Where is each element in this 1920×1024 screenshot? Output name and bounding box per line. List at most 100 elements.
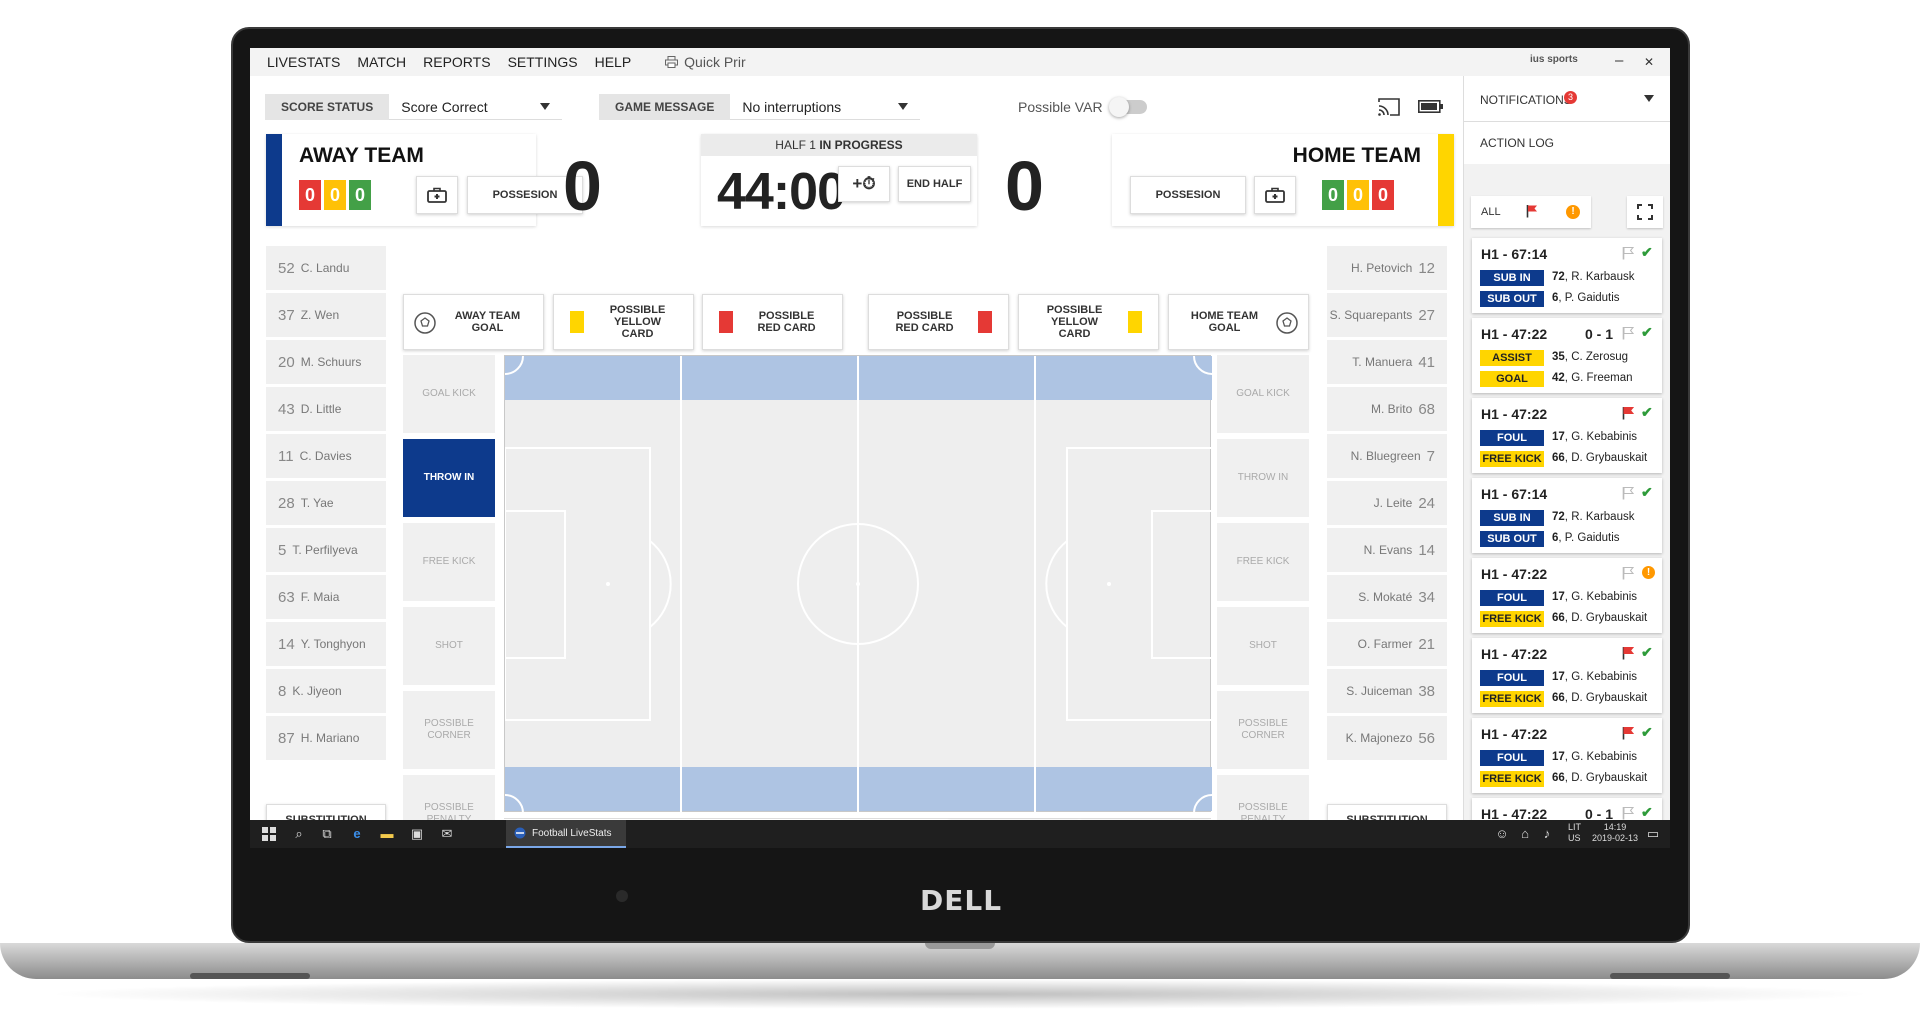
home-player-item[interactable]: N. Bluegreen 7 — [1327, 434, 1447, 478]
volume-icon[interactable]: ♪ — [1543, 826, 1551, 841]
away-player-item[interactable]: 87 H. Mariano — [266, 716, 386, 760]
flag-icon[interactable] — [1622, 566, 1634, 580]
taskbar-app-football-livestats[interactable]: Football LiveStats — [506, 820, 626, 848]
home-medical-button[interactable] — [1254, 176, 1296, 214]
home-player-item[interactable]: S. Juiceman 38 — [1327, 669, 1447, 713]
game-message-dropdown[interactable]: No interruptions — [730, 94, 921, 120]
flag-icon[interactable] — [1622, 726, 1634, 740]
home-red-card-button[interactable]: POSSIBLE RED CARD — [868, 294, 1009, 350]
home-player-item[interactable]: K. Majonezo 56 — [1327, 716, 1447, 760]
flag-icon[interactable] — [1622, 326, 1634, 340]
away-player-item[interactable]: 63 F. Maia — [266, 575, 386, 619]
flag-icon[interactable] — [1622, 246, 1634, 260]
menu-settings[interactable]: SETTINGS — [507, 54, 578, 70]
flag-icon[interactable] — [1622, 486, 1634, 500]
windows-start-icon[interactable] — [262, 827, 276, 841]
home-player-item[interactable]: N. Evans 14 — [1327, 528, 1447, 572]
away-action-throw-in[interactable]: THROW IN — [403, 439, 495, 517]
score-status-dropdown[interactable]: Score Correct — [389, 94, 563, 120]
close-button[interactable]: ✕ — [1644, 55, 1655, 69]
fullscreen-button[interactable] — [1627, 196, 1663, 228]
search-icon[interactable]: ⌕ — [295, 826, 303, 841]
cast-icon[interactable] — [1378, 98, 1400, 116]
away-player-item[interactable]: 28 T. Yae — [266, 481, 386, 525]
action-log-card[interactable]: H1 - 67:14 ✔ SUB IN 72, R. Karbausk SUB OUT 6… — [1472, 478, 1662, 553]
away-action-shot[interactable]: SHOT — [403, 607, 495, 685]
filter-pending-icon[interactable]: ! — [1566, 205, 1580, 219]
away-action-possible-corner[interactable]: POSSIBLE CORNER — [403, 691, 495, 769]
add-time-button[interactable]: +⏱ — [838, 166, 890, 202]
people-icon[interactable]: ☺ — [1495, 826, 1509, 841]
action-center-icon[interactable]: ▭ — [1646, 826, 1660, 841]
home-player-item[interactable]: S. Squarepants 27 — [1327, 293, 1447, 337]
action-log-card[interactable]: H1 - 47:22 ✔ FOUL 17, G. Kebabinis FREE KICK… — [1472, 398, 1662, 473]
action-log-card[interactable]: H1 - 67:14 ✔ SUB IN 72, R. Karbausk SUB OUT 6… — [1472, 238, 1662, 313]
log-player: 35, C. Zerosug — [1552, 351, 1628, 363]
flag-icon[interactable] — [1622, 806, 1634, 820]
away-yellow-counter[interactable]: 0 — [324, 180, 346, 210]
away-player-item[interactable]: 52 C. Landu — [266, 246, 386, 290]
pitch[interactable] — [504, 355, 1212, 813]
home-action-throw-in[interactable]: THROW IN — [1217, 439, 1309, 517]
away-player-item[interactable]: 43 D. Little — [266, 387, 386, 431]
away-goal-button[interactable]: AWAY TEAM GOAL — [403, 294, 544, 350]
away-red-counter[interactable]: 0 — [299, 180, 321, 210]
quick-print-button[interactable]: Quick Prir — [665, 54, 746, 70]
away-medical-button[interactable] — [416, 176, 458, 214]
away-player-item[interactable]: 5 T. Perfilyeva — [266, 528, 386, 572]
flag-icon[interactable] — [1622, 406, 1634, 420]
away-action-goal-kick[interactable]: GOAL KICK — [403, 355, 495, 433]
action-log-card[interactable]: H1 - 47:22 0 - 1 ✔ ASSIST 35, C. Zerosug GOAL… — [1472, 318, 1662, 393]
filter-flag-icon[interactable] — [1526, 204, 1538, 218]
store-icon[interactable]: ▣ — [410, 826, 424, 841]
away-player-item[interactable]: 8 K. Jiyeon — [266, 669, 386, 713]
home-player-item[interactable]: M. Brito 68 — [1327, 387, 1447, 431]
action-log-card[interactable]: H1 - 47:22 ✔ FOUL 17, G. Kebabinis FREE KICK… — [1472, 638, 1662, 713]
menu-match[interactable]: MATCH — [357, 54, 407, 70]
taskbar-clock[interactable]: 14:19 2019-02-13 — [1590, 822, 1640, 844]
home-red-counter[interactable]: 0 — [1372, 180, 1394, 210]
home-action-shot[interactable]: SHOT — [1217, 607, 1309, 685]
end-half-button[interactable]: END HALF — [898, 166, 971, 202]
flag-icon[interactable] — [1622, 646, 1634, 660]
edge-icon[interactable]: e — [353, 826, 361, 841]
home-action-free-kick[interactable]: FREE KICK — [1217, 523, 1309, 601]
away-player-item[interactable]: 11 C. Davies — [266, 434, 386, 478]
mail-icon[interactable]: ✉ — [441, 826, 453, 841]
home-player-item[interactable]: J. Leite 24 — [1327, 481, 1447, 525]
home-yellow-card-button[interactable]: POSSIBLE YELLOW CARD — [1018, 294, 1159, 350]
home-player-item[interactable]: O. Farmer 21 — [1327, 622, 1447, 666]
possible-var-toggle[interactable] — [1108, 97, 1147, 117]
away-red-card-button[interactable]: POSSIBLE RED CARD — [702, 294, 843, 350]
action-log-card[interactable]: H1 - 47:22! FOUL 17, G. Kebabinis FREE KICK… — [1472, 558, 1662, 633]
away-green-counter[interactable]: 0 — [349, 180, 371, 210]
menu-reports[interactable]: REPORTS — [423, 54, 491, 70]
menu-help[interactable]: HELP — [594, 54, 632, 70]
notifications-header[interactable]: NOTIFICATIONS 3 — [1464, 76, 1670, 122]
home-action-goal-kick[interactable]: GOAL KICK — [1217, 355, 1309, 433]
away-possession-button[interactable]: POSSESION — [467, 176, 583, 214]
home-player-item[interactable]: T. Manuera 41 — [1327, 340, 1447, 384]
network-icon[interactable]: ⌂ — [1521, 826, 1529, 841]
task-view-icon[interactable]: ⧉ — [322, 826, 332, 841]
away-player-item[interactable]: 20 M. Schuurs — [266, 340, 386, 384]
home-possession-button[interactable]: POSSESION — [1130, 176, 1246, 214]
action-log-card[interactable]: H1 - 47:22 ✔ FOUL 17, G. Kebabinis FREE KICK… — [1472, 718, 1662, 793]
away-player-item[interactable]: 14 Y. Tonghyon — [266, 622, 386, 666]
file-explorer-icon[interactable]: ▬ — [380, 826, 394, 841]
away-yellow-card-button[interactable]: POSSIBLE YELLOW CARD — [553, 294, 694, 350]
chevron-down-icon[interactable] — [1644, 95, 1654, 102]
home-green-counter[interactable]: 0 — [1322, 180, 1344, 210]
home-player-item[interactable]: S. Mokaté 34 — [1327, 575, 1447, 619]
home-player-item[interactable]: H. Petovich 12 — [1327, 246, 1447, 290]
filter-all[interactable]: ALL — [1481, 206, 1501, 218]
match-clock-time: 44:00 — [717, 163, 846, 221]
home-action-possible-corner[interactable]: POSSIBLE CORNER — [1217, 691, 1309, 769]
home-goal-button[interactable]: HOME TEAM GOAL — [1168, 294, 1309, 350]
menu-livestats[interactable]: LIVESTATS — [267, 54, 341, 70]
away-player-item[interactable]: 37 Z. Wen — [266, 293, 386, 337]
away-action-free-kick[interactable]: FREE KICK — [403, 523, 495, 601]
home-yellow-counter[interactable]: 0 — [1347, 180, 1369, 210]
keyboard-layout[interactable]: LIT US — [1568, 822, 1581, 844]
minimize-button[interactable]: – — [1615, 52, 1624, 69]
